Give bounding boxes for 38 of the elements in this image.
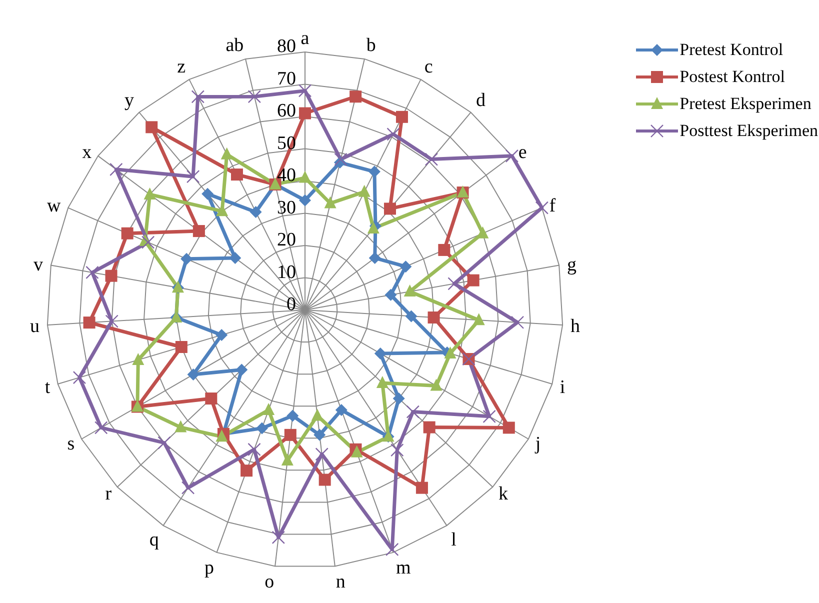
spoke-label: m [396,557,411,578]
spoke-label: j [534,434,541,455]
spoke-label: o [264,572,274,593]
y-tick-label: 0 [286,294,296,315]
spoke-label: f [549,195,556,216]
spoke-label: e [518,142,527,163]
spoke-label: z [177,56,186,78]
spoke-label: d [476,90,486,112]
spoke-label: w [47,195,62,216]
spoke-label: n [336,572,346,593]
spoke-label: y [124,90,135,112]
spoke-label: i [560,377,566,398]
spoke-label: c [424,56,433,78]
spoke-label: g [566,254,577,276]
legend-label: Pretest Eksperimen [680,94,812,114]
spoke-label: h [570,316,581,338]
legend-label: Postest Kontrol [680,66,785,86]
legend-label: Pretest Kontrol [680,40,784,60]
legend-label: Posttest Eksperimen [680,120,818,140]
spoke-label: v [34,254,44,276]
y-tick-label: 60 [277,100,296,122]
spoke-label: b [366,35,376,56]
spoke-label: x [82,142,92,163]
y-tick-label: 70 [277,68,296,90]
spoke-label: t [44,377,51,398]
spoke-label: s [67,434,75,455]
spoke-label: q [149,530,160,551]
y-tick-label: 30 [277,197,296,218]
spoke-label: ab [226,35,244,56]
y-tick-label: 80 [277,36,296,57]
spoke-label: l [451,530,456,551]
spoke-label: k [498,483,508,504]
spoke-label: u [30,316,40,338]
spoke-label: p [204,557,214,578]
spoke-label: a [300,28,310,49]
spoke-label: r [105,483,112,504]
y-tick-label: 20 [277,230,296,250]
y-tick-label: 10 [277,262,296,283]
